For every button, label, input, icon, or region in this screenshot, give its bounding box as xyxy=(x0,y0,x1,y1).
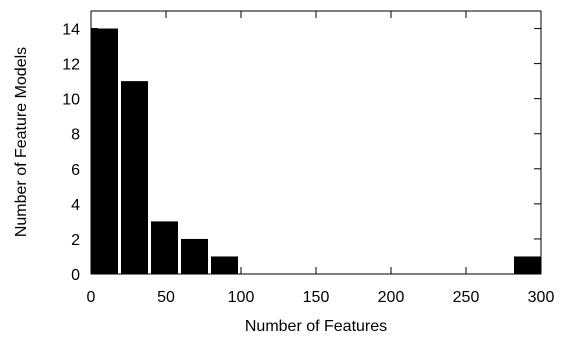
x-tick-label: 150 xyxy=(303,289,330,306)
x-tick-label: 100 xyxy=(228,289,255,306)
histogram-bar xyxy=(151,221,178,274)
y-tick-label: 6 xyxy=(71,162,80,179)
y-tick-label: 14 xyxy=(62,22,80,39)
y-axis-label: Number of Feature Models xyxy=(13,47,30,237)
tick-labels-group: 0 50 100 150 200 250 300 0 2 4 6 8 10 12 14 xyxy=(62,22,554,306)
x-tick-label: 300 xyxy=(528,289,555,306)
histogram-bar xyxy=(514,256,541,274)
x-tick-label: 250 xyxy=(453,289,480,306)
x-tick-label: 200 xyxy=(378,289,405,306)
bars-group xyxy=(91,28,541,275)
histogram-bar xyxy=(121,81,148,274)
y-tick-label: 10 xyxy=(62,92,80,109)
y-tick-label: 0 xyxy=(71,267,80,284)
histogram-bar xyxy=(181,238,208,274)
x-tick-label: 50 xyxy=(157,289,175,306)
y-tick-label: 8 xyxy=(71,127,80,144)
y-tick-label: 12 xyxy=(62,57,80,74)
plot-frame xyxy=(90,10,542,275)
y-tick-label: 2 xyxy=(71,232,80,249)
histogram-bar xyxy=(91,28,118,275)
y-tick-label: 4 xyxy=(71,197,80,214)
histogram-bar xyxy=(211,256,238,274)
x-axis-label: Number of Features xyxy=(245,318,387,335)
x-tick-label: 0 xyxy=(87,289,96,306)
